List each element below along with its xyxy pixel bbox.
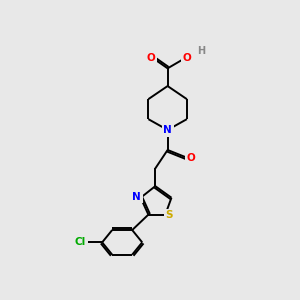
Text: N: N [163,125,172,135]
Text: S: S [165,210,173,220]
Text: N: N [132,192,141,202]
Text: O: O [146,52,155,63]
Text: O: O [182,53,191,63]
Text: H: H [197,46,206,56]
Text: O: O [186,153,195,163]
Text: Cl: Cl [75,237,86,248]
